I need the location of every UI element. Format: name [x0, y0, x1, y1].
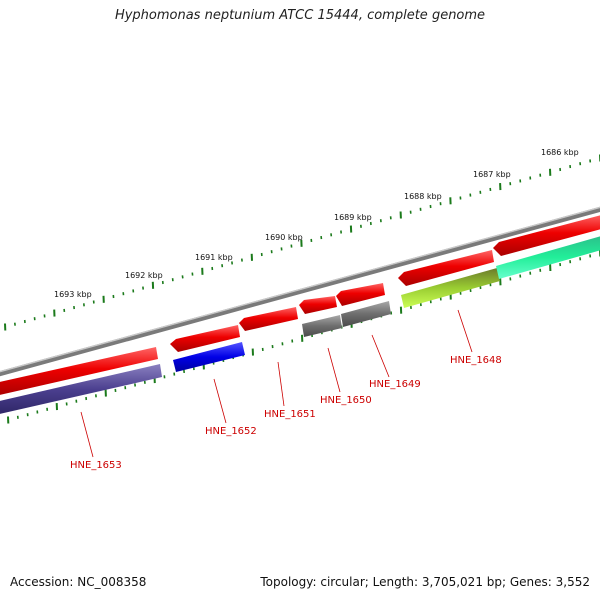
kbp-label-1690: 1690 kbp [265, 233, 303, 242]
gene-arrow[interactable] [336, 283, 385, 306]
gene-labels: HNE_1653 HNE_1652 HNE_1651 HNE_1650 HNE_… [70, 355, 502, 471]
gene-arrow[interactable] [398, 250, 494, 286]
leader-line-HNE_1649 [371, 334, 390, 378]
gene-label-HNE_1652[interactable]: HNE_1652 [205, 426, 257, 437]
gene-arrow[interactable] [0, 347, 158, 396]
gene-label-HNE_1653[interactable]: HNE_1653 [70, 460, 122, 471]
forward-strand-genes [0, 214, 600, 396]
gene-HNE_1650-arrow[interactable] [302, 315, 342, 337]
gene-HNE_1652-arrow[interactable] [173, 342, 245, 372]
accession-text: Accession: NC_008358 [10, 575, 147, 589]
gene-HNE_1648-arrow[interactable] [401, 268, 500, 308]
gene-arrow[interactable] [170, 325, 240, 352]
kbp-label-1693: 1693 kbp [54, 290, 92, 299]
kbp-label-1688: 1688 kbp [404, 192, 442, 201]
kbp-label-1692: 1692 kbp [125, 271, 163, 280]
kbp-label-1686: 1686 kbp [541, 148, 579, 157]
leader-line-HNE_1652 [213, 378, 227, 424]
outer-coordinate-ruler [4, 154, 600, 331]
map-title: Hyphomonas neptunium ATCC 15444, complet… [114, 8, 486, 23]
reverse-strand-genes [0, 235, 600, 415]
gene-HNE_1653-arrow[interactable] [0, 364, 162, 415]
kbp-tick-labels: 1686 kbp 1687 kbp 1688 kbp 1689 kbp 1690… [54, 148, 579, 299]
kbp-label-1689: 1689 kbp [334, 213, 372, 222]
gene-arrow[interactable] [493, 214, 600, 256]
genome-backbone-highlight [0, 206, 600, 373]
gene-HNE_1649-arrow[interactable] [341, 301, 391, 327]
kbp-label-1691: 1691 kbp [195, 253, 233, 262]
gene-label-HNE_1649[interactable]: HNE_1649 [369, 379, 421, 390]
gene-label-HNE_1651[interactable]: HNE_1651 [264, 409, 316, 420]
leader-line-HNE_1648 [457, 309, 473, 353]
genome-summary-text: Topology: circular; Length: 3,705,021 bp… [260, 575, 590, 589]
gene-arrow[interactable] [299, 296, 337, 314]
kbp-label-1687: 1687 kbp [473, 170, 511, 179]
leader-line-HNE_1651 [277, 361, 285, 407]
genome-backbone [0, 206, 600, 377]
gene-label-HNE_1648[interactable]: HNE_1648 [450, 355, 502, 366]
gene-label-HNE_1650[interactable]: HNE_1650 [320, 395, 372, 406]
gene-arrow[interactable] [239, 307, 298, 331]
leader-line-HNE_1653 [80, 411, 94, 458]
gene-leader-lines [80, 309, 473, 458]
leader-line-HNE_1650 [327, 347, 341, 393]
gene-arrow[interactable] [496, 235, 600, 279]
